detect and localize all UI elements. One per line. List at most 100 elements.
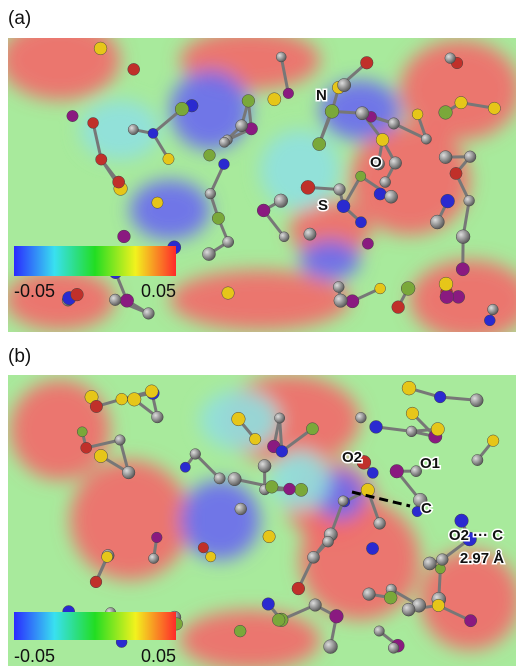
atom <box>333 281 344 292</box>
atom <box>180 462 190 472</box>
potential-region <box>400 40 520 140</box>
atom <box>470 394 483 407</box>
atom <box>149 553 159 563</box>
atom <box>163 153 174 164</box>
atom <box>120 294 133 307</box>
atom <box>242 95 255 108</box>
panel-image <box>0 20 524 340</box>
atom <box>439 277 453 291</box>
atom <box>232 412 246 426</box>
atom <box>309 599 322 612</box>
atom <box>439 106 453 120</box>
atom <box>223 236 234 247</box>
atom <box>402 603 415 616</box>
atom <box>376 133 389 146</box>
atom <box>423 557 436 570</box>
atom <box>219 159 230 170</box>
atom <box>272 614 285 627</box>
atom <box>306 423 318 435</box>
atom <box>71 288 84 301</box>
atom <box>274 413 284 423</box>
atom <box>212 212 224 224</box>
atom <box>338 496 348 506</box>
atom <box>432 599 444 611</box>
atom <box>456 230 470 244</box>
atom <box>102 551 113 562</box>
colorbar <box>14 612 176 640</box>
atom <box>96 154 107 165</box>
panel-label: (a) <box>8 8 31 29</box>
atom <box>436 554 448 566</box>
contact-pair: O2 ··· C <box>449 527 503 544</box>
atom <box>128 124 138 134</box>
atom <box>374 626 384 636</box>
atom <box>283 88 294 99</box>
atom <box>118 230 131 243</box>
atom <box>484 315 495 326</box>
atom <box>374 188 386 200</box>
atom <box>487 435 499 447</box>
atom <box>406 426 417 437</box>
atom <box>148 128 158 138</box>
atom <box>205 188 216 199</box>
atom <box>334 184 346 196</box>
potential-region <box>130 180 210 240</box>
atom <box>113 176 125 188</box>
atom <box>143 308 155 320</box>
atom <box>235 503 247 515</box>
atom <box>363 588 376 601</box>
atom-label: S <box>318 197 328 214</box>
atom <box>464 151 476 163</box>
atom <box>406 407 418 419</box>
atom <box>175 102 189 116</box>
potential-region <box>80 100 160 160</box>
atom <box>384 591 397 604</box>
panel-label: (b) <box>8 346 31 367</box>
atom <box>90 576 102 588</box>
atom <box>276 445 288 457</box>
atom <box>324 640 338 654</box>
atom <box>431 422 444 435</box>
atom <box>279 232 289 242</box>
atom <box>366 542 378 554</box>
atom-label: O1 <box>420 455 440 472</box>
atom <box>388 118 399 129</box>
colorbar-max: 0.05 <box>141 281 176 301</box>
atom <box>464 195 475 206</box>
atom <box>440 290 454 304</box>
atom <box>77 427 87 437</box>
atom <box>295 483 308 496</box>
atom <box>313 138 326 151</box>
atom <box>488 102 500 114</box>
atom <box>206 552 216 562</box>
atom <box>284 483 296 495</box>
potential-region <box>180 480 260 560</box>
atom <box>276 52 286 62</box>
atom <box>249 433 260 444</box>
atom <box>90 400 102 412</box>
atom <box>367 467 378 478</box>
atom <box>292 582 305 595</box>
atom <box>360 56 373 69</box>
atom <box>390 464 404 478</box>
atom <box>116 393 128 405</box>
atom <box>122 466 135 479</box>
atom <box>265 480 278 493</box>
atom <box>370 420 383 433</box>
atom <box>430 215 444 229</box>
atom <box>374 518 386 530</box>
atom <box>88 117 99 128</box>
atom <box>488 304 499 315</box>
atom <box>94 449 107 462</box>
atom <box>128 63 140 75</box>
atom <box>127 393 141 407</box>
atom <box>441 194 455 208</box>
atom <box>274 194 288 208</box>
contact-distance: 2.97 Å <box>460 550 504 567</box>
atom <box>151 532 162 543</box>
atom <box>439 151 452 164</box>
atom <box>385 190 398 203</box>
atom <box>198 542 209 553</box>
atom <box>325 104 339 118</box>
potential-region <box>300 240 360 280</box>
